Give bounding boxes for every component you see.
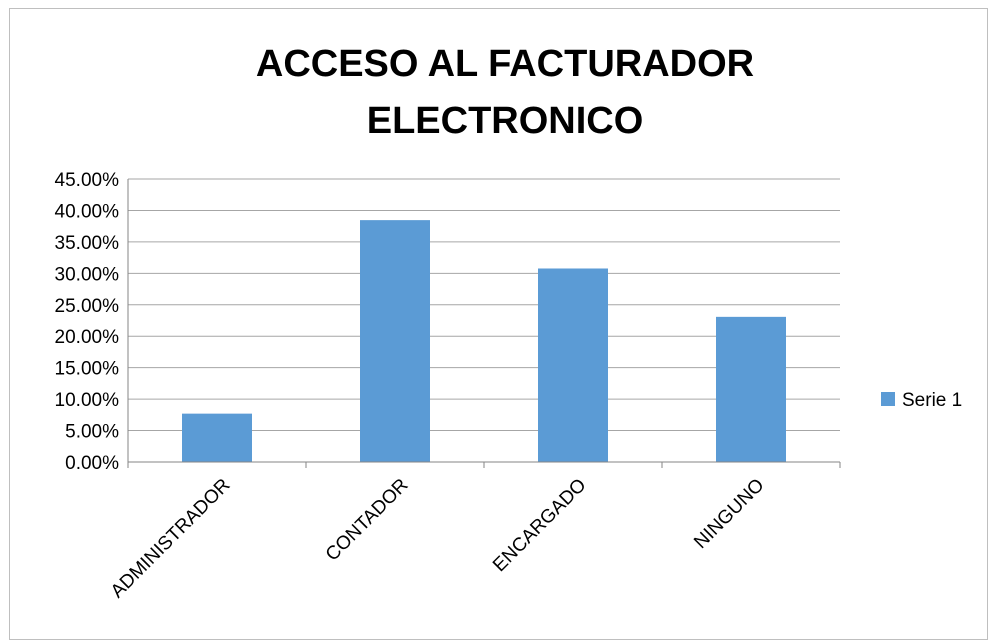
y-tick-label: 10.00%: [55, 390, 120, 411]
y-tick-label: 20.00%: [55, 327, 120, 348]
y-tick-label: 40.00%: [55, 201, 120, 222]
bar-encargado: [538, 268, 608, 462]
bar-series: [182, 220, 786, 462]
y-tick-label: 25.00%: [55, 296, 120, 317]
axes: [127, 179, 841, 468]
y-tick-label: 15.00%: [55, 359, 120, 380]
chart-area: [9, 8, 988, 640]
y-axis-tick-labels: 0.00% 5.00% 10.00% 15.00% 20.00% 25.00% 30.00%…: [55, 170, 120, 474]
bar-administrador: [182, 413, 252, 462]
bar-ninguno: [716, 316, 786, 462]
chart-title-line-1: ACCESO AL FACTURADOR: [256, 43, 754, 85]
y-tick-label: 5.00%: [65, 422, 119, 443]
x-category-label: NINGUNO: [690, 475, 768, 553]
y-tick-label: 30.00%: [55, 264, 120, 285]
y-tick-label: 45.00%: [55, 170, 120, 191]
y-tick-label: 35.00%: [55, 233, 120, 254]
legend-label: Serie 1: [902, 390, 962, 411]
bar-contador: [360, 220, 430, 462]
chart-title: ACCESO AL FACTURADOR ELECTRONICO: [256, 43, 754, 142]
x-category-label: ADMINISTRADOR: [107, 475, 235, 603]
legend-swatch: [881, 392, 895, 406]
x-category-label: CONTADOR: [322, 475, 413, 566]
x-category-label: ENCARGADO: [489, 475, 590, 576]
y-tick-label: 0.00%: [65, 453, 119, 474]
legend: Serie 1: [881, 390, 962, 411]
x-axis-category-labels: ADMINISTRADOR CONTADOR ENCARGADO NINGUNO: [107, 475, 769, 603]
chart-title-line-2: ELECTRONICO: [367, 100, 644, 142]
